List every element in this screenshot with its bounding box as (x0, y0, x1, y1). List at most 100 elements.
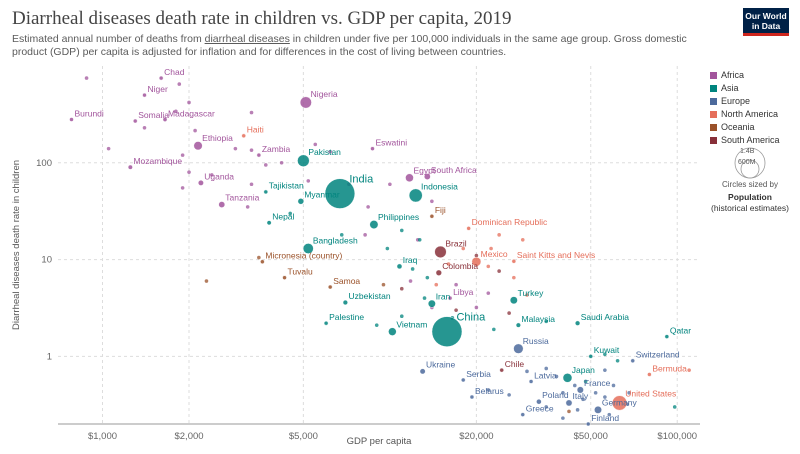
data-point[interactable] (581, 397, 585, 402)
data-point[interactable] (306, 179, 311, 183)
data-point[interactable] (497, 269, 501, 273)
data-point[interactable] (486, 388, 491, 392)
data-point[interactable] (567, 409, 571, 414)
data-point[interactable] (446, 262, 451, 266)
legend-item-south-america[interactable]: South America (710, 135, 780, 145)
data-point[interactable] (489, 246, 493, 251)
point-pakistan[interactable] (297, 154, 310, 167)
owid-logo[interactable]: Our World in Data (743, 8, 789, 36)
point-japan[interactable] (562, 373, 573, 383)
point-somalia[interactable] (133, 118, 138, 124)
data-point[interactable] (454, 308, 458, 312)
point-greece[interactable] (520, 412, 525, 417)
data-point[interactable] (561, 391, 565, 395)
point-belarus[interactable] (469, 394, 475, 400)
point-burundi[interactable] (69, 117, 74, 122)
point-myanmar[interactable] (297, 198, 304, 205)
data-point[interactable] (627, 391, 631, 395)
data-point[interactable] (474, 305, 479, 310)
point-uzbekistan[interactable] (342, 299, 348, 306)
data-point[interactable] (381, 282, 386, 287)
point-finland[interactable] (586, 421, 591, 427)
data-point[interactable] (193, 128, 197, 133)
point-latvia[interactable] (528, 379, 534, 384)
data-point[interactable] (603, 395, 607, 399)
data-point[interactable] (410, 267, 415, 271)
data-point[interactable] (363, 233, 367, 237)
data-point[interactable] (603, 368, 607, 372)
point-micronesia-country[interactable] (260, 259, 265, 264)
point-tuvalu[interactable] (282, 275, 287, 280)
data-point[interactable] (425, 275, 430, 280)
data-point[interactable] (399, 228, 404, 233)
data-point[interactable] (204, 279, 209, 283)
data-point[interactable] (554, 374, 559, 379)
data-point[interactable] (177, 82, 182, 86)
point-germany[interactable] (594, 406, 602, 414)
point-niger[interactable] (142, 92, 147, 98)
point-eswatini[interactable] (370, 146, 375, 151)
point-saint-kitts-and-nevis[interactable] (511, 259, 517, 264)
point-ukraine[interactable] (419, 368, 426, 375)
data-point[interactable] (603, 352, 607, 357)
data-point[interactable] (142, 125, 147, 130)
data-point[interactable] (687, 368, 691, 372)
point-italy[interactable] (565, 399, 573, 407)
data-point[interactable] (263, 163, 268, 167)
data-point[interactable] (417, 238, 422, 242)
data-point[interactable] (209, 173, 214, 177)
data-point[interactable] (611, 383, 616, 388)
data-point[interactable] (399, 314, 404, 318)
point-vietnam[interactable] (388, 327, 397, 336)
data-point[interactable] (84, 76, 89, 80)
data-point[interactable] (544, 319, 549, 324)
point-egypt[interactable] (405, 173, 414, 182)
data-point[interactable] (339, 233, 344, 237)
data-point[interactable] (187, 170, 191, 174)
point-palestine[interactable] (323, 321, 329, 326)
point-madagascar[interactable] (162, 117, 168, 122)
data-point[interactable] (180, 186, 185, 190)
point-samoa[interactable] (328, 284, 333, 290)
data-point[interactable] (288, 211, 293, 216)
data-point[interactable] (492, 327, 496, 332)
point-chad[interactable] (158, 75, 164, 81)
data-point[interactable] (388, 182, 392, 187)
data-point[interactable] (572, 383, 577, 388)
data-point[interactable] (106, 146, 111, 151)
point-kuwait[interactable] (588, 354, 593, 359)
data-point[interactable] (385, 246, 390, 251)
point-libya[interactable] (447, 295, 453, 301)
data-point[interactable] (187, 100, 191, 105)
point-iran[interactable] (428, 299, 436, 308)
data-point[interactable] (525, 293, 529, 297)
data-point[interactable] (486, 291, 491, 295)
data-point[interactable] (507, 393, 511, 397)
point-brazil[interactable] (434, 245, 447, 258)
point-iraq[interactable] (396, 263, 403, 270)
point-united-states[interactable] (612, 395, 628, 411)
legend-item-asia[interactable]: Asia (710, 83, 739, 93)
data-point[interactable] (486, 264, 491, 269)
point-haiti[interactable] (241, 133, 246, 139)
data-point[interactable] (430, 199, 434, 204)
point-tanzania[interactable] (218, 201, 226, 208)
point-dominican-republic[interactable] (466, 226, 471, 231)
point-poland[interactable] (536, 399, 542, 405)
point-ethiopia[interactable] (193, 141, 203, 151)
point-saudi-arabia[interactable] (575, 320, 581, 326)
point-nigeria[interactable] (299, 96, 312, 109)
subtitle-link[interactable]: diarrheal diseases (204, 33, 290, 45)
data-point[interactable] (434, 282, 439, 287)
legend-item-oceania[interactable]: Oceania (710, 122, 755, 132)
data-point[interactable] (507, 311, 511, 315)
legend-item-north-america[interactable]: North America (710, 109, 778, 119)
data-point[interactable] (279, 160, 284, 165)
point-switzerland[interactable] (630, 358, 635, 363)
point-china[interactable] (431, 316, 463, 347)
data-point[interactable] (454, 282, 458, 287)
legend-item-africa[interactable]: Africa (710, 70, 744, 80)
point-russia[interactable] (513, 343, 524, 354)
point-qatar[interactable] (664, 334, 670, 339)
data-point[interactable] (399, 286, 404, 291)
